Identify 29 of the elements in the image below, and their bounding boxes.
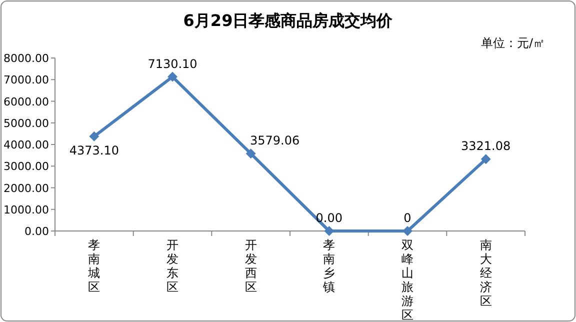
y-tick-label: 5000.00 xyxy=(4,116,49,130)
y-tick-label: 6000.00 xyxy=(4,95,49,108)
data-label: 3579.06 xyxy=(250,134,300,148)
y-tick-label: 0.00 xyxy=(24,225,49,238)
y-tick-label: 2000.00 xyxy=(4,182,49,195)
x-tick-label: 孝南城区 xyxy=(87,238,100,294)
point xyxy=(168,72,178,82)
point xyxy=(89,131,100,142)
x-tick-label: 南大经济区 xyxy=(480,238,492,308)
point xyxy=(246,148,256,159)
y-tick-label: 7000.00 xyxy=(4,74,49,87)
point xyxy=(402,226,412,236)
y-tick-label: 4000.00 xyxy=(4,138,49,152)
data-label: 0.00 xyxy=(316,211,343,225)
data-label: 3321.08 xyxy=(461,139,511,154)
title: 6月29日孝感商品房成交均价 xyxy=(183,11,393,30)
data-label: 7130.10 xyxy=(148,56,198,71)
y-tick-label: 3000.00 xyxy=(4,160,49,174)
point xyxy=(480,154,491,164)
data-label: 0 xyxy=(404,211,412,225)
text: 单位：元/㎡ xyxy=(480,36,545,50)
x-tick-label: 孝南乡镇 xyxy=(322,238,336,294)
x-tick-label: 开发西区 xyxy=(244,238,257,294)
point xyxy=(324,226,334,236)
x-tick-label: 双峰山旅游区 xyxy=(402,238,414,322)
y-tick-label: 8000.00 xyxy=(4,52,49,65)
data-label: 4373.10 xyxy=(69,143,119,158)
y-tick-label: 1000.00 xyxy=(4,203,49,216)
x-tick-label: 开发东区 xyxy=(166,238,178,294)
